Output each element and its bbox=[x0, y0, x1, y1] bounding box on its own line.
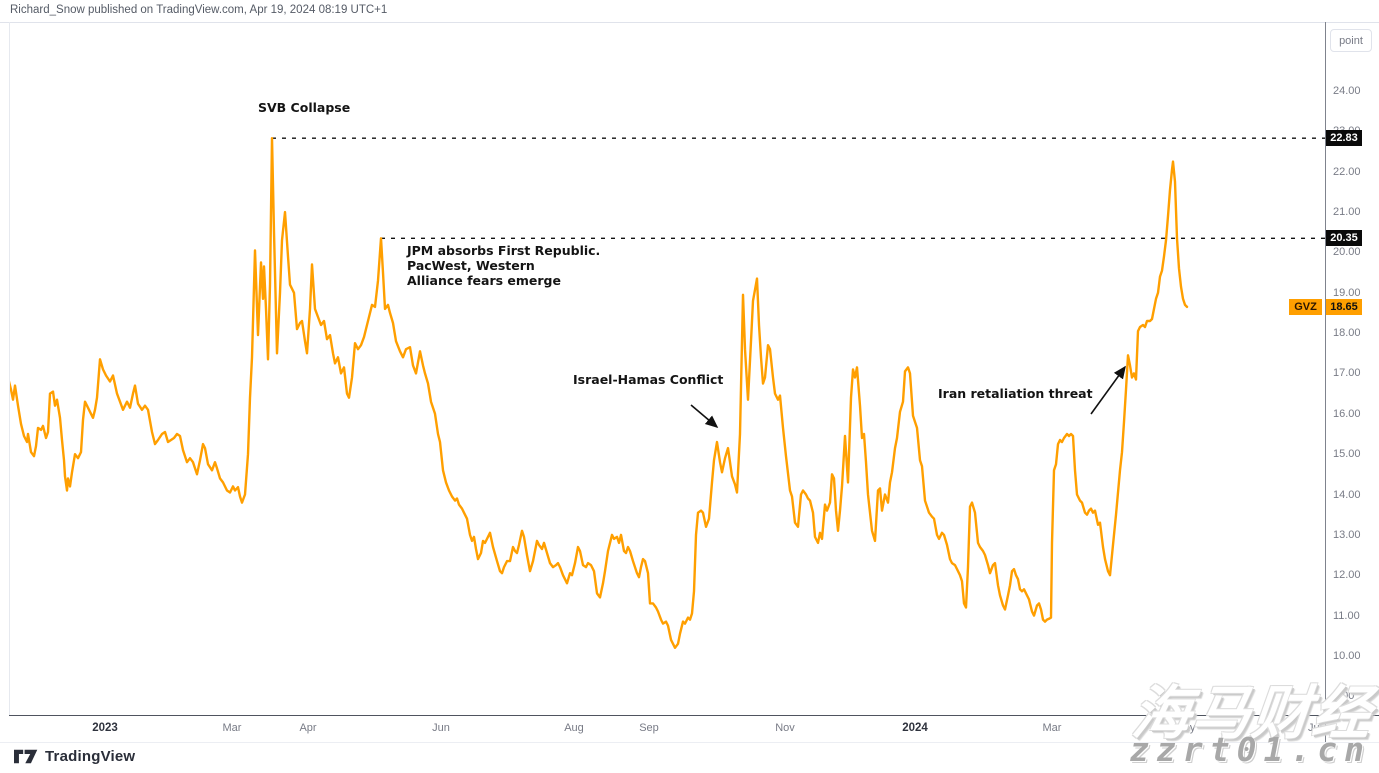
time-label-Sep: Sep bbox=[639, 722, 659, 734]
price-tick-19: 19.00 bbox=[1333, 286, 1361, 299]
price-tick-16: 16.00 bbox=[1333, 407, 1361, 420]
price-tick-14: 14.00 bbox=[1333, 488, 1361, 501]
time-label-Mar: Mar bbox=[222, 722, 242, 734]
level-badge-20-35: 20.35 bbox=[1326, 230, 1362, 247]
price-tick-20: 20.00 bbox=[1333, 246, 1361, 259]
time-axis-separator bbox=[9, 715, 1379, 716]
annotation-svb: SVB Collapse bbox=[258, 100, 351, 115]
price-tick-9: 9.00 bbox=[1333, 690, 1355, 703]
price-axis[interactable]: point 24.0023.0022.0021.0020.0019.0018.0… bbox=[1326, 22, 1379, 715]
dashed-level-lines bbox=[272, 137, 1325, 239]
publish-header: Richard_Snow published on TradingView.co… bbox=[10, 4, 388, 16]
chart-top-border bbox=[0, 22, 1379, 23]
time-label-Mar: Mar bbox=[1042, 722, 1062, 734]
level-badge-22-83: 22.83 bbox=[1326, 130, 1362, 147]
time-label-2023: 2023 bbox=[92, 722, 118, 734]
iran-arrow bbox=[1090, 365, 1126, 415]
time-label-Jul: Jul bbox=[1307, 722, 1323, 734]
price-tick-24: 24.00 bbox=[1333, 85, 1361, 97]
price-tick-15: 15.00 bbox=[1333, 448, 1361, 461]
plot-area[interactable]: SVB Collapse JPM absorbs First Republic. P… bbox=[10, 22, 1325, 715]
price-tick-10: 10.00 bbox=[1333, 649, 1361, 662]
israel-arrow bbox=[690, 404, 719, 429]
time-axis[interactable]: 2023 Mar Apr Jun Aug Sep Nov 2024 Mar May Jul bbox=[0, 716, 1379, 742]
footer-brand[interactable]: TradingView bbox=[14, 748, 135, 765]
time-label-Jun: Jun bbox=[432, 722, 450, 734]
time-label-Apr: Apr bbox=[299, 722, 317, 734]
time-label-May: May bbox=[1174, 722, 1196, 734]
tradingview-brand-text: TradingView bbox=[45, 748, 136, 765]
annotation-iran: Iran retaliation threat bbox=[938, 386, 1093, 401]
price-tick-22: 22.00 bbox=[1333, 165, 1361, 178]
price-tick-13: 13.00 bbox=[1333, 528, 1361, 541]
gvz-price-line bbox=[10, 137, 1189, 649]
annotation-israel: Israel-Hamas Conflict bbox=[573, 372, 724, 387]
price-tick-18: 18.00 bbox=[1333, 327, 1361, 340]
chart-canvas bbox=[10, 137, 1325, 649]
symbol-badge-gvz: GVZ bbox=[1289, 298, 1322, 315]
annotation-jpm: JPM absorbs First Republic. PacWest, West… bbox=[407, 243, 601, 288]
price-tick-11: 11.00 bbox=[1333, 609, 1360, 622]
watermark-url: zzrt01.cn bbox=[1129, 730, 1371, 769]
price-axis-separator bbox=[1325, 22, 1326, 742]
price-tick-17: 17.00 bbox=[1333, 367, 1361, 380]
price-unit-button[interactable]: point bbox=[1330, 29, 1372, 52]
price-tick-21: 21.00 bbox=[1333, 206, 1361, 219]
price-tick-12: 12.00 bbox=[1333, 569, 1361, 582]
annotation-arrows bbox=[690, 365, 1126, 429]
time-label-Nov: Nov bbox=[775, 722, 795, 734]
time-label-Aug: Aug bbox=[564, 722, 584, 734]
last-price-badge: 18.65 bbox=[1326, 298, 1362, 315]
time-label-2024: 2024 bbox=[902, 722, 928, 734]
chart-left-border bbox=[9, 22, 10, 715]
footer-separator bbox=[0, 742, 1379, 743]
tradingview-logo-icon bbox=[14, 749, 38, 764]
